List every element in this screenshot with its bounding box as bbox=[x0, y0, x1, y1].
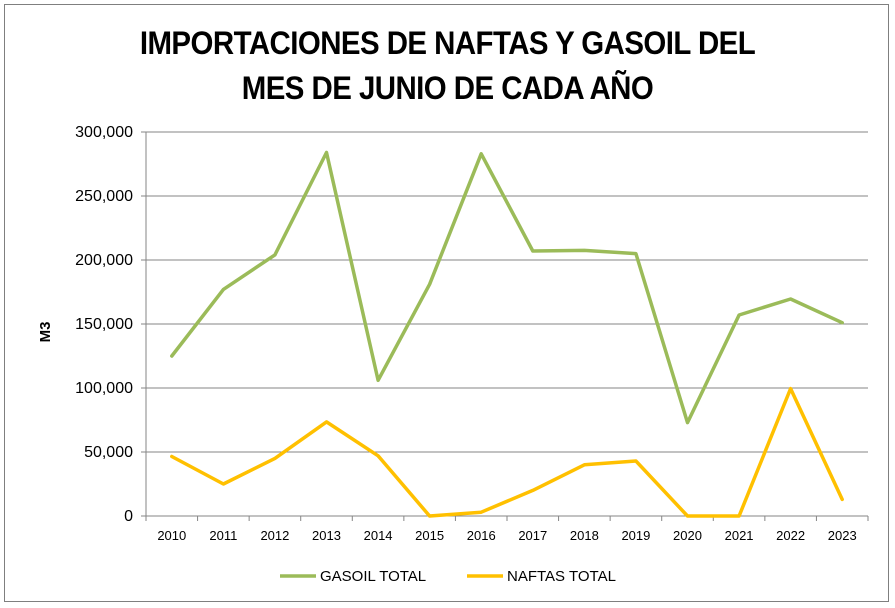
x-tick-label: 2012 bbox=[260, 528, 289, 543]
x-tick-label: 2011 bbox=[209, 528, 237, 543]
y-axis-ticks: 0 50,000 100,000 150,000 200,000 250,000 300,0… bbox=[75, 124, 146, 525]
series-lines bbox=[170, 150, 844, 518]
chart-frame bbox=[4, 4, 889, 602]
y-tick-label: 100,000 bbox=[75, 380, 133, 397]
x-tick-label: 2022 bbox=[776, 528, 805, 543]
x-tick-label: 2020 bbox=[673, 528, 702, 543]
y-tick-label: 200,000 bbox=[75, 252, 133, 269]
legend-label-gasoil-total: GASOIL TOTAL bbox=[320, 568, 426, 585]
x-tick-label: 2014 bbox=[364, 528, 393, 543]
x-tick-label: 2017 bbox=[518, 528, 547, 543]
x-tick-label: 2015 bbox=[415, 528, 444, 543]
y-tick-label: 150,000 bbox=[75, 316, 133, 333]
x-axis-ticks: 2010 2011 2012 2013 2014 2015 2016 2017 2018 2019… bbox=[145, 516, 869, 543]
y-axis-label: M3 bbox=[37, 322, 54, 343]
series-line-naftas-total bbox=[170, 386, 844, 518]
y-tick-label: 0 bbox=[124, 508, 133, 525]
x-tick-label: 2018 bbox=[570, 528, 599, 543]
x-tick-label: 2013 bbox=[312, 528, 341, 543]
chart-title-line-1: IMPORTACIONES DE NAFTAS Y GASOIL DEL bbox=[139, 25, 756, 61]
series-line-gasoil-total bbox=[170, 150, 844, 425]
legend-label-naftas-total: NAFTAS TOTAL bbox=[507, 568, 616, 585]
x-tick-label: 2023 bbox=[828, 528, 857, 543]
x-tick-label: 2019 bbox=[621, 528, 650, 543]
y-tick-label: 50,000 bbox=[84, 444, 133, 461]
x-tick-label: 2016 bbox=[467, 528, 496, 543]
gridlines bbox=[146, 131, 868, 453]
legend: GASOIL TOTAL NAFTAS TOTAL bbox=[280, 568, 616, 585]
chart-title-line-2: MES DE JUNIO DE CADA AÑO bbox=[241, 70, 654, 106]
y-tick-label: 300,000 bbox=[75, 124, 133, 141]
x-tick-label: 2021 bbox=[725, 528, 754, 543]
y-tick-label: 250,000 bbox=[75, 188, 133, 205]
x-tick-label: 2010 bbox=[157, 528, 186, 543]
